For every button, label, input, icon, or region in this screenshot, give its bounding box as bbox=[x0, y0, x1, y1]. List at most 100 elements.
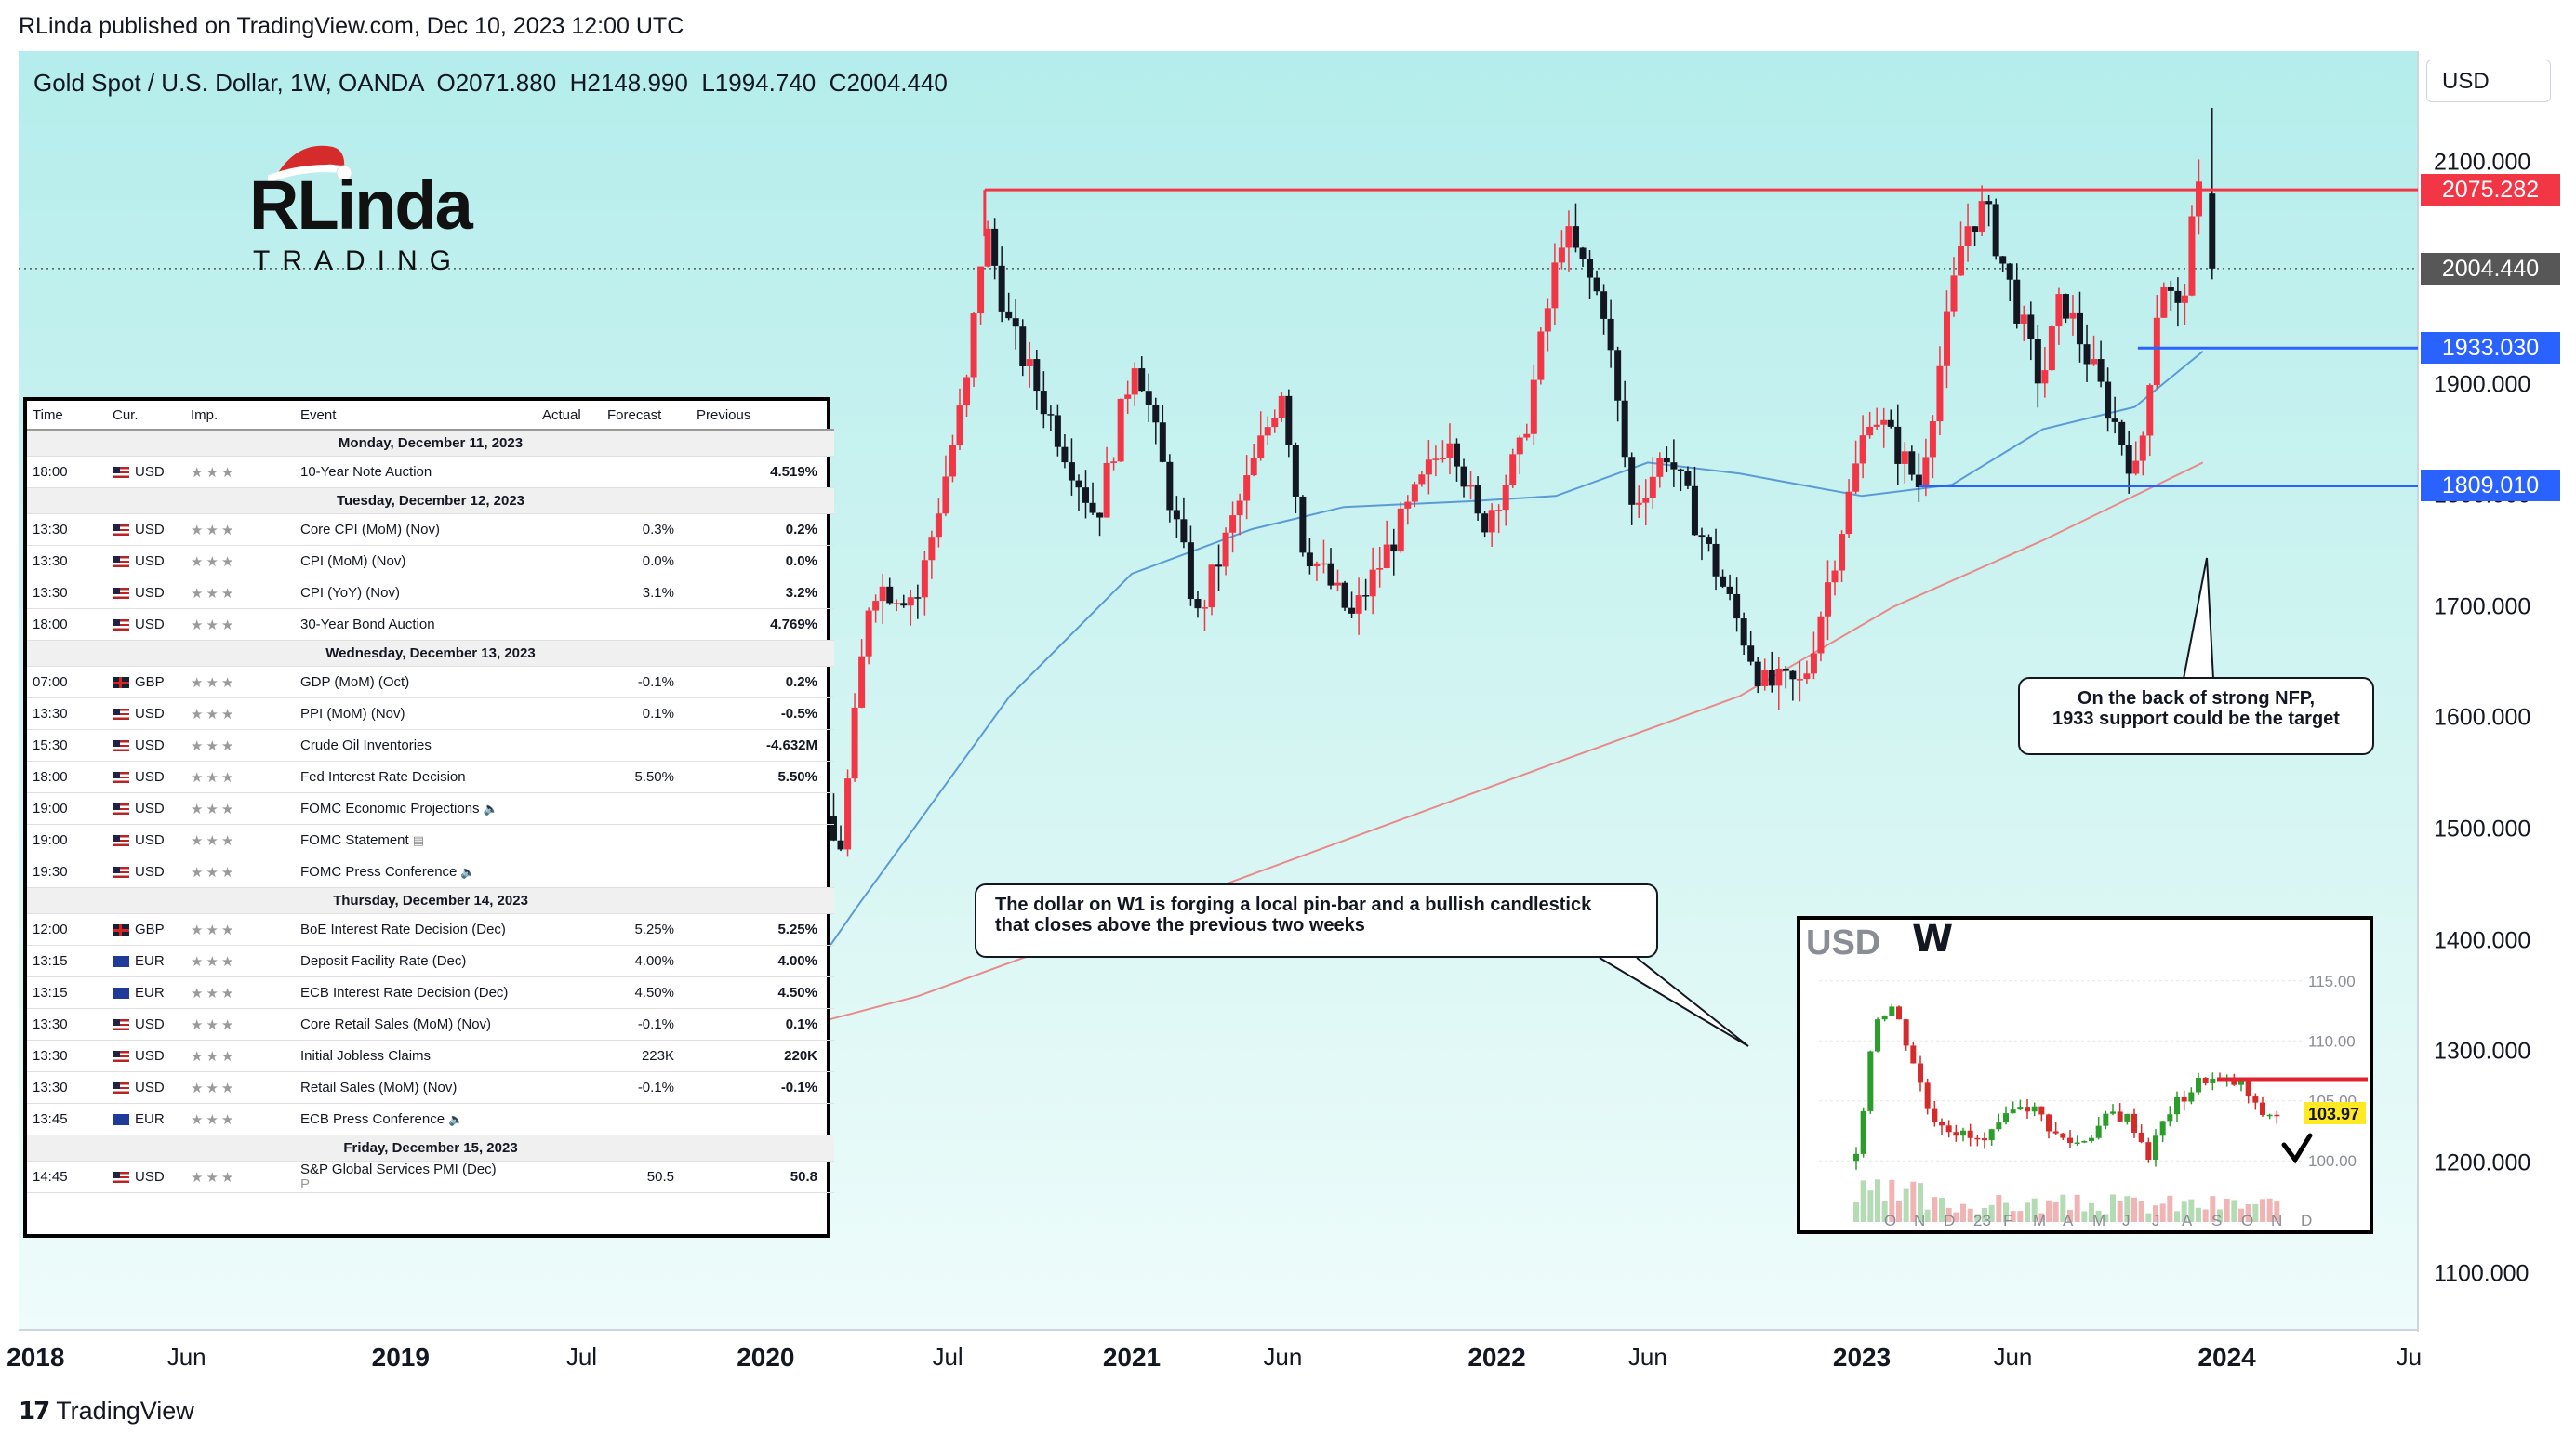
price-tick-label: 2100.000 bbox=[2434, 149, 2531, 176]
calendar-event-row: 13:30 USD ★★★ PPI (MoM) (Nov) 0.1% -0.5% bbox=[27, 697, 834, 730]
candle-body bbox=[1593, 277, 1600, 292]
inset-volume-bar bbox=[2031, 1198, 2038, 1222]
inset-candle-body bbox=[2196, 1077, 2201, 1093]
candle-body bbox=[1187, 542, 1194, 600]
event-time: 19:00 bbox=[27, 792, 107, 825]
event-currency: GBP bbox=[107, 913, 185, 946]
event-currency: USD bbox=[107, 513, 185, 546]
inset-candle-body bbox=[2145, 1142, 2152, 1160]
inset-volume-bar bbox=[2145, 1213, 2152, 1222]
inset-candle-body bbox=[2031, 1106, 2038, 1112]
inset-volume-bar bbox=[1967, 1208, 1973, 1222]
inset-volume-bar bbox=[1853, 1202, 1859, 1222]
candle-body bbox=[1488, 510, 1495, 533]
inset-candle-body bbox=[1881, 1016, 1888, 1020]
inset-volume-bar bbox=[2103, 1214, 2109, 1222]
inset-candle-body bbox=[2124, 1113, 2131, 1122]
candle-body bbox=[1453, 443, 1460, 467]
calendar-event-row: 19:00 USD ★★★ FOMC Statement ▤ bbox=[27, 824, 834, 856]
candle-body bbox=[1754, 661, 1761, 686]
candle-body bbox=[2111, 418, 2118, 422]
candle-body bbox=[1894, 426, 1902, 464]
candle-body bbox=[1712, 543, 1720, 577]
inset-title: USD bbox=[1806, 923, 1881, 962]
candle-body bbox=[1817, 616, 1825, 654]
inset-volume-bar bbox=[2153, 1205, 2158, 1222]
event-previous bbox=[691, 856, 834, 888]
calendar-day-label: Monday, December 11, 2023 bbox=[27, 430, 834, 457]
candle-body bbox=[1733, 593, 1741, 619]
inset-volume-bar bbox=[2117, 1201, 2123, 1222]
flag-eu-icon bbox=[113, 988, 129, 1000]
time-axis[interactable]: 2018 Jun 2019 Jul 2020 Jul 2021 Jun 2022 Jun 2023 J… bbox=[0, 1332, 2576, 1387]
event-time: 15:30 bbox=[27, 729, 107, 762]
inset-candle-body bbox=[1867, 1051, 1874, 1111]
calendar-event-row: 18:00 USD ★★★ 30-Year Bond Auction 4.769% bbox=[27, 608, 834, 641]
candle-body bbox=[1684, 471, 1692, 486]
star-icon: ★★★ bbox=[191, 1016, 237, 1033]
candle-body bbox=[1222, 532, 1229, 567]
callout-line: The dollar on W1 is forging a local pin-… bbox=[995, 895, 1592, 915]
inset-candle-body bbox=[2167, 1114, 2173, 1122]
event-forecast bbox=[602, 824, 691, 856]
ma-fast-line bbox=[748, 351, 2204, 1064]
event-previous: 5.25% bbox=[691, 913, 834, 946]
inset-time-label: J bbox=[2122, 1212, 2131, 1229]
event-actual bbox=[537, 913, 602, 946]
currency-selector[interactable]: USD bbox=[2426, 60, 2551, 102]
inset-candle-body bbox=[2181, 1096, 2187, 1102]
event-time: 13:30 bbox=[27, 1071, 107, 1104]
event-actual bbox=[537, 761, 602, 793]
event-previous bbox=[691, 824, 834, 856]
event-time: 18:00 bbox=[27, 456, 107, 488]
candle-body bbox=[1432, 458, 1440, 460]
candle-body bbox=[1943, 311, 1950, 366]
importance-stars: ★★★ bbox=[185, 976, 295, 1009]
inset-candle-body bbox=[2260, 1102, 2265, 1115]
candle-body bbox=[1656, 458, 1664, 477]
event-forecast bbox=[602, 608, 691, 641]
inset-candle-body bbox=[2038, 1106, 2045, 1115]
inset-volume-bar bbox=[2017, 1211, 2024, 1222]
flag-us-icon bbox=[113, 588, 129, 600]
star-icon: ★★★ bbox=[191, 953, 237, 970]
candle-body bbox=[1628, 457, 1636, 505]
time-tick-label: Ju bbox=[2396, 1343, 2423, 1371]
event-forecast: 0.0% bbox=[602, 545, 691, 577]
candle-body bbox=[1551, 262, 1559, 309]
inset-time-label: F bbox=[2003, 1212, 2012, 1229]
event-currency: USD bbox=[107, 729, 185, 762]
candle-body bbox=[1348, 607, 1356, 614]
candle-body bbox=[1978, 201, 1985, 232]
candle-body bbox=[2125, 445, 2132, 474]
calendar-event-row: 07:00 GBP ★★★ GDP (MoM) (Oct) -0.1% 0.2% bbox=[27, 666, 834, 698]
candle-body bbox=[1159, 422, 1166, 462]
candle-body bbox=[2027, 314, 2035, 339]
price-tick-label: 1400.000 bbox=[2434, 927, 2531, 954]
callout-line: 1933 support could be the target bbox=[2052, 709, 2340, 729]
event-time: 13:30 bbox=[27, 545, 107, 577]
importance-stars: ★★★ bbox=[185, 545, 295, 577]
candle-body bbox=[1278, 395, 1285, 418]
importance-stars: ★★★ bbox=[185, 761, 295, 793]
event-name: Deposit Facility Rate (Dec) bbox=[295, 945, 537, 977]
inset-candle-body bbox=[2245, 1080, 2251, 1097]
event-time: 12:00 bbox=[27, 913, 107, 946]
candle-body bbox=[2083, 344, 2091, 365]
candle-body bbox=[1782, 668, 1789, 671]
footer[interactable]: 𝟭𝟳 TradingView bbox=[19, 1397, 194, 1426]
star-icon: ★★★ bbox=[191, 985, 237, 1002]
candle-body bbox=[2188, 216, 2196, 296]
candle-body bbox=[2118, 421, 2126, 445]
candle-body bbox=[1600, 291, 1608, 319]
candle-body bbox=[1061, 446, 1069, 463]
calendar-event-row: 13:45 EUR ★★★ ECB Press Conference 🔈 bbox=[27, 1103, 834, 1135]
event-actual bbox=[537, 1103, 602, 1135]
calendar-column-header: Imp. bbox=[185, 401, 295, 431]
candle-body bbox=[1992, 204, 1999, 257]
star-icon: ★★★ bbox=[191, 922, 237, 938]
candle-body bbox=[1019, 326, 1027, 367]
time-tick-label: Jun bbox=[1993, 1343, 2033, 1371]
candle-body bbox=[1145, 391, 1152, 405]
importance-stars: ★★★ bbox=[185, 1071, 295, 1104]
